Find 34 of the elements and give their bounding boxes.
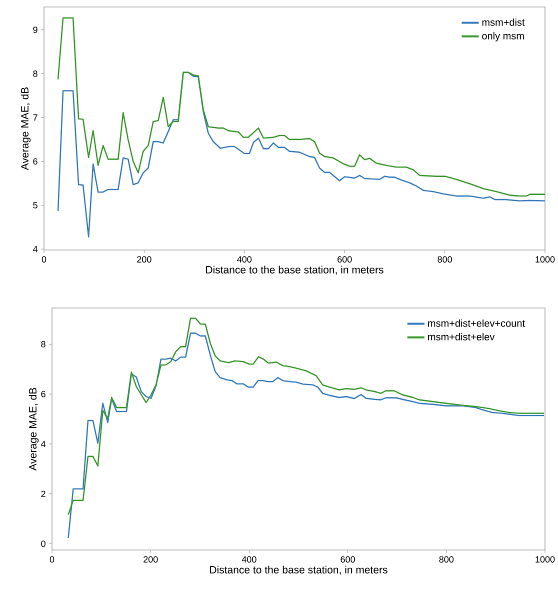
x-tick-label: 800: [439, 556, 454, 563]
y-tick-label: 6: [33, 158, 38, 165]
x-axis-title: Distance to the base station, in meters: [210, 566, 388, 575]
x-tick-label: 1000: [536, 256, 555, 263]
x-tick-label: 200: [144, 556, 158, 563]
y-tick-label: 4: [33, 246, 38, 252]
y-tick-label: 9: [33, 26, 38, 33]
x-tick-label: 600: [338, 256, 352, 263]
x-tick-label: 1000: [536, 556, 555, 563]
legend-label: msm+dist+elev+count: [428, 319, 525, 327]
y-tick-label: 2: [41, 490, 46, 498]
x-tick-label: 0: [50, 556, 54, 563]
y-tick-label: 4: [41, 440, 46, 448]
line-series: [57, 72, 545, 238]
y-tick-label: 5: [33, 202, 38, 208]
y-axis-title: Average MAE, dB: [28, 388, 39, 471]
legend-label: msm+dist+elev: [428, 333, 495, 340]
x-axis-title: Distance to the base station, in meters: [206, 266, 384, 275]
line-series: [68, 318, 545, 516]
y-tick-label: 6: [41, 390, 46, 398]
x-tick-label: 400: [237, 256, 252, 263]
y-tick-label: 8: [33, 70, 38, 77]
legend-label: only msm: [482, 32, 524, 42]
y-axis-title: Average MAE, dB: [20, 87, 31, 170]
x-tick-label: 400: [242, 556, 256, 563]
x-tick-label: 200: [137, 256, 152, 263]
line-series: [57, 17, 545, 197]
x-tick-label: 800: [438, 256, 452, 263]
line-series: [68, 332, 545, 539]
legend-label: msm+dist: [482, 18, 525, 26]
y-tick-label: 0: [41, 540, 46, 547]
y-tick-label: 7: [33, 114, 38, 121]
y-tick-label: 8: [41, 340, 46, 348]
x-tick-label: 600: [340, 556, 355, 563]
